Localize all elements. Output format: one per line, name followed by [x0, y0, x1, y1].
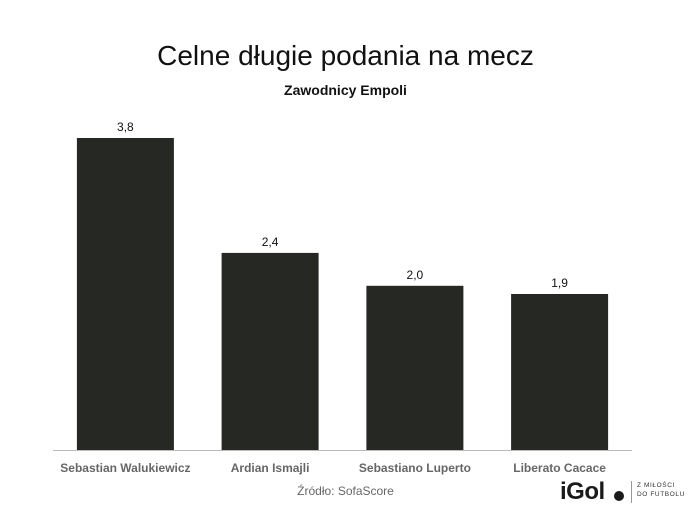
bar-2	[221, 252, 319, 450]
bars-group	[76, 138, 609, 450]
chart-subtitle: Zawodnicy Empoli	[284, 82, 407, 98]
category-label-2: Ardian Ismajli	[231, 461, 310, 475]
category-label-3: Sebastiano Luperto	[359, 461, 471, 475]
brand-logo: iGol Z MIŁOŚCI DO FUTBOLU	[560, 478, 686, 508]
source-note: Źródło: SofaScore	[297, 484, 394, 498]
bar-1	[76, 138, 174, 450]
bar-4	[511, 294, 609, 450]
brand-name: iGol	[560, 478, 605, 505]
chart-title: Celne długie podania na mecz	[157, 40, 534, 71]
brand-tagline-line1: Z MIŁOŚCI	[637, 482, 675, 489]
category-label-4: Liberato Cacace	[513, 461, 606, 475]
value-label-2: 2,4	[262, 235, 279, 249]
value-label-4: 1,9	[551, 276, 568, 290]
bar-3	[366, 285, 464, 450]
category-label-1: Sebastian Walukiewicz	[60, 461, 190, 475]
brand-tagline: Z MIŁOŚCI DO FUTBOLU	[637, 481, 687, 499]
igol-logo-icon	[614, 491, 624, 501]
value-labels-group: 3,8 2,4 2,0 1,9	[117, 120, 568, 290]
category-labels-group: Sebastian Walukiewicz Ardian Ismajli Sebas…	[60, 461, 606, 475]
value-label-3: 2,0	[407, 268, 424, 282]
brand-tagline-line2: DO FUTBOLU	[637, 491, 685, 498]
value-label-1: 3,8	[117, 120, 134, 134]
brand-divider	[631, 481, 632, 503]
